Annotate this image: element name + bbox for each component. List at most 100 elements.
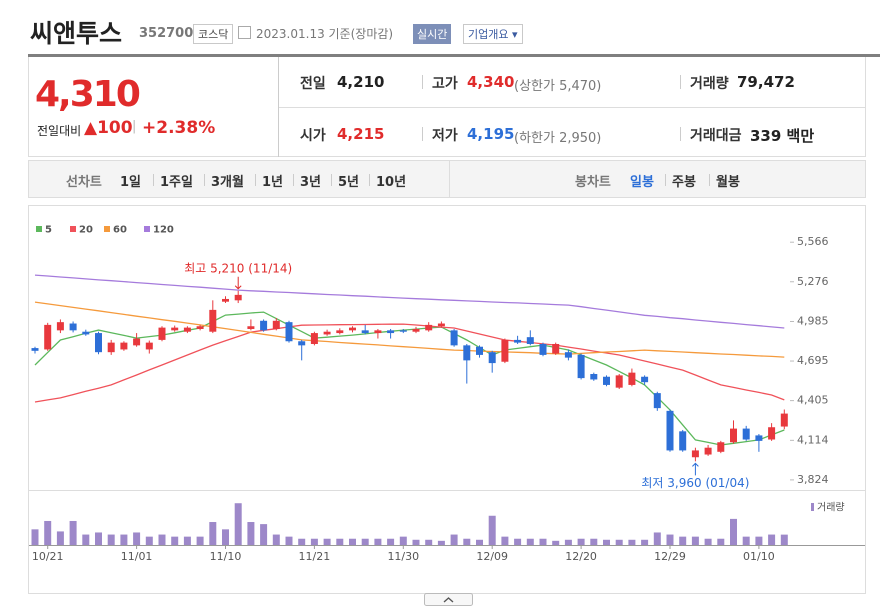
tab-bar bbox=[28, 160, 866, 198]
candle-body bbox=[298, 341, 306, 346]
candle-body bbox=[310, 333, 318, 344]
tab[interactable]: 주봉 bbox=[672, 175, 696, 190]
volume-bar bbox=[234, 503, 242, 545]
volume-bar bbox=[755, 536, 763, 545]
tab[interactable]: 3년 bbox=[300, 175, 322, 190]
legend-swatch bbox=[811, 503, 814, 511]
x-tick-label: 11/30 bbox=[387, 550, 419, 563]
candle-body bbox=[272, 320, 280, 329]
quote-label: 거래량 bbox=[690, 76, 729, 92]
volume-bar bbox=[323, 538, 331, 545]
calendar-icon bbox=[238, 26, 251, 39]
legend-label: 거래량 bbox=[817, 502, 845, 514]
candle-body bbox=[742, 428, 750, 440]
volume-bar bbox=[69, 520, 77, 545]
volume-bar bbox=[349, 538, 356, 545]
chart-frame bbox=[28, 205, 866, 594]
volume-bar bbox=[653, 532, 661, 545]
legend-label: 5 bbox=[45, 225, 52, 236]
candle-body bbox=[603, 376, 610, 385]
candle-body bbox=[615, 375, 623, 388]
candle-body bbox=[501, 339, 509, 362]
volume-bar bbox=[399, 536, 407, 545]
candle-body bbox=[69, 323, 77, 331]
market-badge: 코스닥 bbox=[193, 24, 234, 44]
divider bbox=[331, 174, 332, 186]
collapse-button[interactable] bbox=[424, 593, 473, 606]
y-tick-label: 4,985 bbox=[797, 314, 829, 327]
volume-bar bbox=[526, 538, 534, 545]
tab[interactable]: 일봉 bbox=[630, 175, 654, 190]
quote-value: 4,195 bbox=[467, 125, 515, 143]
current-price: 4,310 bbox=[35, 74, 141, 115]
volume-bar bbox=[425, 539, 433, 545]
volume-bar bbox=[374, 538, 382, 545]
candle-body bbox=[628, 372, 636, 385]
tab[interactable]: 1주일 bbox=[160, 175, 193, 190]
volume-bar bbox=[450, 534, 458, 545]
candle-body bbox=[679, 431, 687, 451]
volume-bar bbox=[552, 540, 560, 545]
candle-body bbox=[44, 324, 52, 350]
volume-bar bbox=[780, 534, 788, 545]
volume-bar bbox=[183, 536, 191, 545]
realtime-button[interactable]: 실시간 bbox=[413, 24, 452, 44]
candle-body bbox=[387, 330, 395, 334]
divider bbox=[665, 174, 666, 186]
candle-body bbox=[552, 343, 560, 354]
tab[interactable]: 10년 bbox=[376, 175, 407, 190]
tab[interactable]: 1일 bbox=[120, 175, 142, 190]
x-tick-label: 11/21 bbox=[299, 550, 331, 563]
moving-average-line bbox=[34, 323, 785, 403]
candle-body bbox=[704, 447, 712, 455]
tab[interactable]: 3개월 bbox=[211, 175, 244, 190]
candle-body bbox=[425, 324, 433, 331]
y-tick-label: 5,276 bbox=[797, 275, 829, 288]
volume-bar bbox=[514, 538, 522, 545]
candle-body bbox=[691, 450, 699, 458]
y-tick-label: 4,695 bbox=[797, 354, 829, 367]
candle-body bbox=[260, 320, 268, 331]
tab[interactable]: 월봉 bbox=[716, 175, 740, 190]
quote-value: 339 백만 bbox=[750, 127, 815, 145]
candle-body bbox=[56, 322, 64, 331]
divider bbox=[278, 57, 279, 157]
candle-body bbox=[577, 354, 585, 379]
candle-body bbox=[755, 435, 763, 441]
volume-bar bbox=[82, 534, 90, 545]
divider bbox=[255, 174, 256, 186]
volume-bar bbox=[768, 534, 776, 545]
candle-body bbox=[539, 343, 547, 355]
divider bbox=[293, 174, 294, 186]
volume-bar bbox=[742, 536, 750, 545]
candle-body bbox=[717, 442, 725, 452]
volume-bar bbox=[133, 532, 141, 545]
candle-body bbox=[196, 326, 204, 329]
date: 2023.01.13 기준(장마감) bbox=[256, 27, 394, 41]
volume-bar bbox=[476, 539, 483, 545]
tab[interactable]: 5년 bbox=[338, 175, 360, 190]
volume-bar bbox=[145, 536, 153, 545]
candle-body bbox=[145, 342, 153, 350]
divider bbox=[279, 107, 865, 108]
candle-body bbox=[183, 327, 191, 332]
volume-bar bbox=[666, 534, 674, 545]
quote-box bbox=[28, 57, 866, 157]
candle-body bbox=[222, 298, 229, 302]
volume-bar bbox=[590, 538, 598, 545]
company-info-button[interactable]: 기업개요 ▾ bbox=[463, 24, 523, 44]
divider bbox=[204, 174, 205, 186]
stock-code: 352700 bbox=[139, 26, 194, 41]
volume-bar bbox=[298, 538, 306, 545]
candle-body bbox=[412, 328, 420, 332]
tab[interactable]: 1년 bbox=[262, 175, 284, 190]
x-tick-label: 10/21 bbox=[32, 550, 64, 563]
moving-average-line bbox=[34, 301, 785, 358]
candle-body bbox=[768, 427, 776, 440]
divider: | bbox=[132, 119, 137, 134]
x-tick-label: 12/29 bbox=[654, 550, 686, 563]
divider bbox=[422, 127, 423, 141]
annotation: 최저 3,960 (01/04) bbox=[641, 476, 749, 490]
volume-bar bbox=[577, 538, 585, 545]
